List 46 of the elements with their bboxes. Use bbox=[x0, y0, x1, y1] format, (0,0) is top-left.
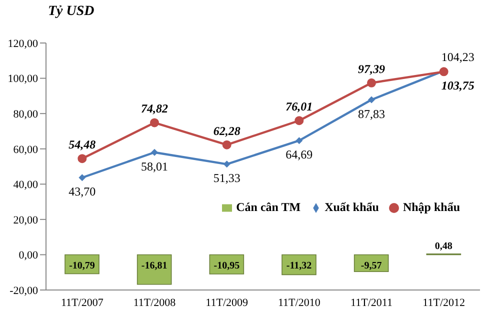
x-tick-label: 11T/2011 bbox=[350, 296, 392, 309]
x-tick-label: 11T/2012 bbox=[422, 296, 466, 309]
y-tick-label: 0,00 bbox=[18, 250, 38, 262]
data-label: 43,70 bbox=[68, 184, 96, 199]
point bbox=[151, 148, 158, 156]
point bbox=[222, 140, 232, 150]
point bbox=[367, 78, 376, 88]
legend-label: Xuất khẩu bbox=[324, 200, 379, 214]
y-tick-label: 60,00 bbox=[13, 144, 38, 156]
x-tick-label: 11T/2010 bbox=[278, 296, 321, 309]
data-label: 74,82 bbox=[141, 102, 168, 116]
data-label: 64,69 bbox=[286, 148, 313, 162]
x-tick-label: 11T/2009 bbox=[206, 296, 249, 309]
data-label: 87,83 bbox=[358, 106, 385, 121]
y-tick-label: 20,00 bbox=[13, 214, 38, 226]
y-tick-label: 40,00 bbox=[13, 179, 38, 192]
point bbox=[78, 154, 87, 164]
y-tick-label: 100,00 bbox=[8, 73, 38, 86]
point bbox=[223, 160, 230, 168]
y-axis-title: Tỷ USD bbox=[48, 4, 94, 20]
data-label: 103,75 bbox=[441, 78, 474, 93]
point bbox=[368, 96, 375, 104]
data-label: -10,79 bbox=[69, 260, 95, 272]
y-tick-label: 120,00 bbox=[8, 38, 38, 50]
point bbox=[78, 174, 86, 182]
data-label: 62,28 bbox=[213, 124, 240, 138]
data-label: 54,48 bbox=[68, 138, 96, 152]
data-label: 0,48 bbox=[434, 240, 452, 252]
y-tick-label: -20,00 bbox=[10, 284, 38, 297]
y-tick-label: 80,00 bbox=[13, 108, 38, 120]
x-tick-label: 11T/2007 bbox=[60, 296, 104, 309]
legend-label: Nhập khẩu bbox=[402, 200, 460, 214]
data-label: 76,01 bbox=[286, 100, 313, 114]
x-tick-label: 11T/2008 bbox=[133, 296, 176, 309]
data-label: 104,23 bbox=[441, 50, 474, 64]
point bbox=[294, 116, 304, 126]
data-label: -10,95 bbox=[214, 260, 240, 272]
data-label: -11,32 bbox=[286, 260, 312, 272]
point bbox=[150, 118, 159, 128]
data-label: -9,57 bbox=[360, 260, 382, 272]
data-label: 51,33 bbox=[213, 171, 240, 186]
data-label: 58,01 bbox=[141, 159, 168, 174]
data-label: 97,39 bbox=[358, 62, 385, 76]
legend-label: Cán cân TM bbox=[236, 200, 301, 214]
point bbox=[296, 137, 303, 144]
data-label: -16,81 bbox=[141, 260, 168, 272]
